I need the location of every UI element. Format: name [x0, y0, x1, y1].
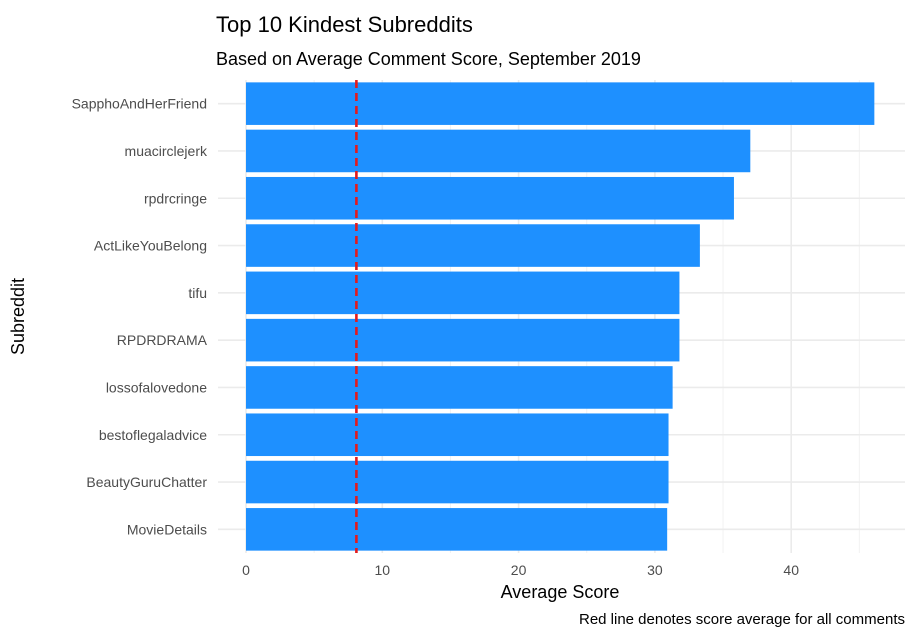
chart-subtitle: Based on Average Comment Score, Septembe…: [216, 49, 641, 69]
chart-title: Top 10 Kindest Subreddits: [216, 12, 473, 37]
y-tick-label: SapphoAndHerFriend: [72, 96, 207, 112]
x-tick-label: 10: [375, 562, 391, 578]
y-tick-label: BeautyGuruChatter: [86, 474, 207, 490]
y-tick-label: rpdrcringe: [144, 190, 207, 206]
y-tick-label: muacirclejerk: [125, 143, 208, 159]
y-tick-label: bestoflegaladvice: [99, 427, 207, 443]
x-tick-label: 40: [783, 562, 799, 578]
x-tick-label: 30: [647, 562, 663, 578]
y-tick-label: tifu: [188, 285, 207, 301]
y-tick-label: lossofalovedone: [106, 379, 207, 395]
x-tick-label: 0: [242, 562, 250, 578]
bar: [246, 413, 669, 457]
bar: [246, 176, 734, 220]
x-tick-label: 20: [511, 562, 527, 578]
bar: [246, 129, 751, 173]
y-axis-title: Subreddit: [8, 278, 28, 355]
chart-caption: Red line denotes score average for all c…: [578, 611, 905, 628]
bar: [246, 460, 669, 504]
bar: [246, 366, 673, 409]
x-axis-title: Average Score: [501, 582, 620, 602]
y-tick-label: RPDRDRAMA: [117, 332, 208, 348]
bar: [246, 224, 700, 267]
bar: [246, 508, 668, 551]
y-tick-label: MovieDetails: [127, 521, 207, 537]
y-tick-label: ActLikeYouBelong: [94, 238, 207, 254]
bar: [246, 318, 680, 362]
bar: [246, 271, 680, 315]
bar: [246, 82, 875, 125]
